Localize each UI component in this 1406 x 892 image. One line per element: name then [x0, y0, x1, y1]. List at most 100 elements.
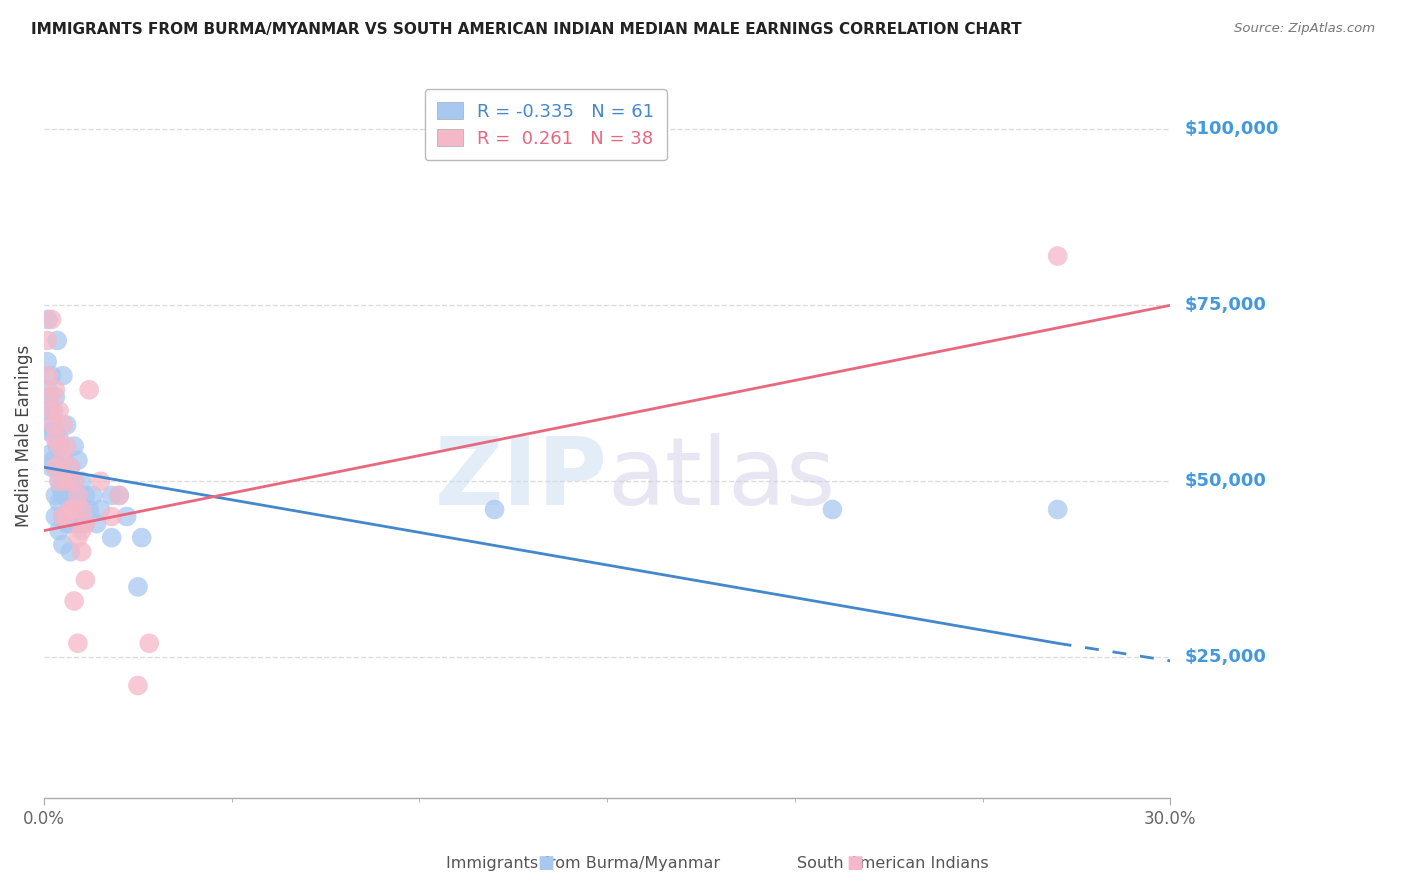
Point — [44, 425, 66, 439]
Point — [37, 312, 59, 326]
Point — [63, 439, 86, 453]
Text: atlas: atlas — [607, 434, 835, 525]
Point — [66, 453, 89, 467]
Point — [75, 488, 97, 502]
Point — [48, 404, 70, 418]
Point — [86, 516, 108, 531]
Point — [41, 460, 63, 475]
Point — [59, 460, 82, 475]
Point — [59, 495, 82, 509]
Point — [59, 516, 82, 531]
Point — [59, 502, 82, 516]
Point — [75, 516, 97, 531]
Text: $100,000: $100,000 — [1184, 120, 1278, 138]
Text: Immigrants from Burma/Myanmar: Immigrants from Burma/Myanmar — [447, 856, 720, 871]
Point — [41, 404, 63, 418]
Point — [55, 488, 77, 502]
Point — [52, 488, 75, 502]
Y-axis label: Median Male Earnings: Median Male Earnings — [15, 344, 32, 526]
Point — [484, 502, 506, 516]
Point — [41, 417, 63, 432]
Point — [49, 460, 72, 475]
Point — [38, 390, 60, 404]
Point — [41, 446, 63, 460]
Point — [89, 502, 111, 516]
Point — [127, 580, 149, 594]
Point — [52, 368, 75, 383]
Point — [42, 417, 65, 432]
Point — [48, 495, 70, 509]
Point — [66, 488, 89, 502]
Point — [37, 404, 59, 418]
Point — [89, 475, 111, 489]
Point — [48, 475, 70, 489]
Point — [1046, 249, 1069, 263]
Point — [70, 502, 93, 516]
Point — [44, 460, 66, 475]
Text: ZIP: ZIP — [434, 434, 607, 525]
Point — [38, 390, 60, 404]
Point — [131, 531, 153, 545]
Point — [52, 538, 75, 552]
Point — [70, 524, 93, 538]
Point — [55, 475, 77, 489]
Point — [70, 545, 93, 559]
Point — [49, 481, 72, 495]
Point — [66, 636, 89, 650]
Text: $25,000: $25,000 — [1184, 648, 1265, 666]
Text: $75,000: $75,000 — [1184, 296, 1265, 314]
Point — [63, 594, 86, 608]
Point — [70, 475, 93, 489]
Point — [48, 475, 70, 489]
Legend: R = -0.335   N = 61, R =  0.261   N = 38: R = -0.335 N = 61, R = 0.261 N = 38 — [425, 89, 666, 161]
Point — [70, 502, 93, 516]
Point — [66, 516, 89, 531]
Point — [37, 334, 59, 348]
Point — [59, 460, 82, 475]
Point — [82, 488, 104, 502]
Point — [66, 488, 89, 502]
Point — [44, 488, 66, 502]
Point — [52, 509, 75, 524]
Point — [55, 516, 77, 531]
Point — [44, 383, 66, 397]
Point — [1046, 502, 1069, 516]
Text: IMMIGRANTS FROM BURMA/MYANMAR VS SOUTH AMERICAN INDIAN MEDIAN MALE EARNINGS CORR: IMMIGRANTS FROM BURMA/MYANMAR VS SOUTH A… — [31, 22, 1022, 37]
Point — [41, 368, 63, 383]
Point — [100, 488, 122, 502]
Point — [100, 531, 122, 545]
Point — [48, 524, 70, 538]
Point — [38, 425, 60, 439]
Text: ■: ■ — [846, 855, 863, 872]
Point — [63, 502, 86, 516]
Point — [42, 404, 65, 418]
Point — [52, 453, 75, 467]
Point — [37, 383, 59, 397]
Point — [821, 502, 844, 516]
Text: Source: ZipAtlas.com: Source: ZipAtlas.com — [1234, 22, 1375, 36]
Point — [44, 509, 66, 524]
Point — [48, 439, 70, 453]
Point — [100, 509, 122, 524]
Point — [115, 509, 138, 524]
Point — [138, 636, 160, 650]
Point — [75, 516, 97, 531]
Point — [46, 439, 69, 453]
Point — [55, 509, 77, 524]
Point — [44, 460, 66, 475]
Point — [55, 417, 77, 432]
Point — [63, 475, 86, 489]
Text: $50,000: $50,000 — [1184, 473, 1265, 491]
Point — [59, 545, 82, 559]
Point — [52, 417, 75, 432]
Text: South American Indians: South American Indians — [797, 856, 988, 871]
Point — [55, 439, 77, 453]
Point — [52, 509, 75, 524]
Point — [75, 573, 97, 587]
Point — [108, 488, 131, 502]
Point — [108, 488, 131, 502]
Point — [66, 531, 89, 545]
Point — [44, 390, 66, 404]
Text: ■: ■ — [537, 855, 554, 872]
Point — [53, 453, 76, 467]
